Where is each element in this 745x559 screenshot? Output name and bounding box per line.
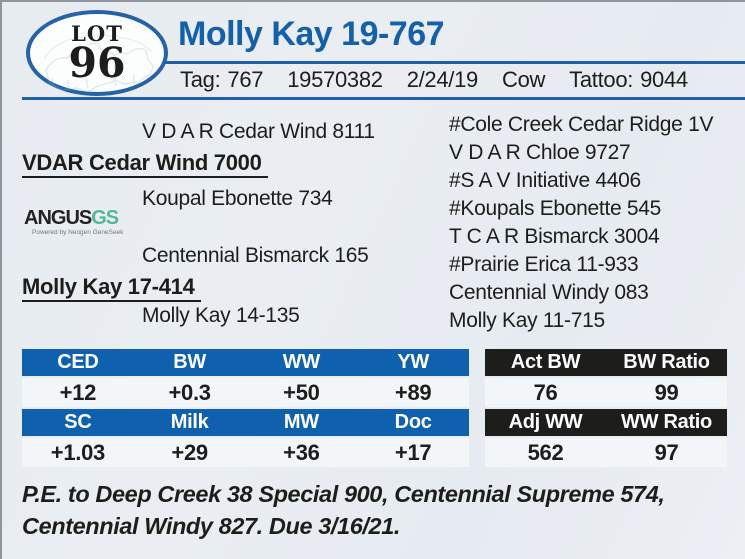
performance-value-row-1: 76 99	[485, 378, 727, 407]
epd-header-cell: WW	[282, 351, 320, 373]
tattoo-value: 9044	[640, 67, 688, 92]
header-divider-line	[22, 97, 745, 100]
animal-name-title: Molly Kay 19-767	[178, 15, 445, 53]
sire-name: VDAR Cedar Wind 7000	[22, 150, 268, 178]
lot-label: LOT	[71, 21, 123, 47]
logo-tagline: Powered by Neogen GeneSeek	[32, 229, 124, 236]
performance-value-cell: 97	[654, 439, 679, 465]
extended-pedigree-list: #Cole Creek Cedar Ridge 1V V D A R Chloe…	[449, 111, 713, 335]
epd-value-cell: +17	[394, 439, 432, 465]
extended-pedigree-item: #Cole Creek Cedar Ridge 1V	[449, 113, 714, 136]
performance-header-row-1: Act BW BW Ratio	[485, 349, 727, 376]
extended-pedigree-item: #Koupals Ebonette 545	[449, 197, 662, 220]
birth-date: 2/24/19	[406, 67, 479, 92]
breeding-note-line2: Centennial Windy 827. Due 3/16/21.	[22, 513, 400, 539]
extended-pedigree-item: #Prairie Erica 11-933	[449, 253, 639, 276]
lot-badge: LOT 96	[26, 10, 168, 96]
angus-logo-text: ANGUS	[24, 207, 92, 229]
title-divider-line	[163, 61, 745, 64]
epd-value-cell: +0.3	[168, 379, 212, 405]
sex-label: Cow	[502, 67, 546, 92]
performance-header-cell: WW Ratio	[621, 411, 712, 433]
performance-value-cell: 99	[654, 379, 679, 405]
tattoo-label: Tattoo:	[569, 67, 634, 92]
epd-value-cell: +1.03	[50, 439, 105, 465]
epd-value-cell: +12	[59, 379, 97, 405]
id-info-row: Tag: 767 19570382 2/24/19 Cow Tattoo: 90…	[180, 67, 688, 93]
performance-value-cell: 562	[527, 439, 564, 465]
epd-value-row-2: +1.03 +29 +36 +17	[22, 438, 469, 467]
extended-pedigree-item: V D A R Chloe 9727	[449, 141, 631, 164]
epd-header-cell: MW	[283, 411, 319, 433]
cattle-sketch-illustration	[43, 34, 154, 93]
extended-pedigree-item: #S A V Initiative 4406	[449, 169, 641, 192]
lot-number: 96	[68, 39, 126, 88]
extended-pedigree-item: T C A R Bismarck 3004	[449, 225, 660, 248]
dam-name: Molly Kay 17-414	[22, 274, 201, 302]
epd-value-row-1: +12 +0.3 +50 +89	[22, 378, 469, 407]
epd-value-cell: +29	[171, 439, 208, 465]
breeding-note: P.E. to Deep Creek 38 Special 900, Cente…	[22, 478, 665, 542]
epd-header-cell: YW	[397, 351, 429, 373]
registration-number: 19570382	[287, 67, 383, 92]
performance-header-cell: Adj WW	[508, 411, 583, 433]
dam-grandsire: Centennial Bismarck 165	[142, 244, 369, 267]
performance-header-cell: Act BW	[510, 351, 581, 373]
tag-label: Tag:	[180, 67, 221, 92]
extended-pedigree-item: Centennial Windy 083	[449, 281, 649, 304]
tattoo-field: Tattoo: 9044	[569, 67, 688, 93]
sire-granddam: Koupal Ebonette 734	[142, 187, 333, 210]
tag-field: Tag: 767	[180, 67, 264, 93]
performance-header-row-2: Adj WW WW Ratio	[485, 409, 727, 436]
performance-header-cell: BW Ratio	[623, 351, 710, 373]
performance-value-row-2: 562 97	[485, 438, 727, 467]
breeding-note-line1: P.E. to Deep Creek 38 Special 900, Cente…	[22, 481, 665, 507]
epd-header-cell: BW	[173, 351, 206, 373]
tag-value: 767	[227, 67, 264, 92]
epd-header-cell: SC	[64, 411, 92, 433]
epd-value-cell: +89	[394, 379, 432, 405]
epd-value-cell: +36	[283, 439, 320, 465]
gs-logo-text: GS	[91, 207, 119, 229]
epd-header-cell: Milk	[170, 411, 209, 433]
sire-grandsire: V D A R Cedar Wind 8111	[142, 120, 375, 143]
epd-header-row-2: SC Milk MW Doc	[22, 409, 469, 436]
dam-granddam: Molly Kay 14-135	[142, 304, 300, 327]
epd-value-cell: +50	[283, 379, 320, 405]
epd-header-cell: CED	[57, 351, 99, 373]
epd-header-row-1: CED BW WW YW	[22, 349, 469, 376]
epd-header-cell: Doc	[394, 411, 432, 433]
extended-pedigree-item: Molly Kay 11-715	[449, 309, 605, 332]
performance-value-cell: 76	[533, 379, 558, 405]
angus-gs-logo: ANGUSGS Powered by Neogen GeneSeek	[24, 208, 123, 237]
